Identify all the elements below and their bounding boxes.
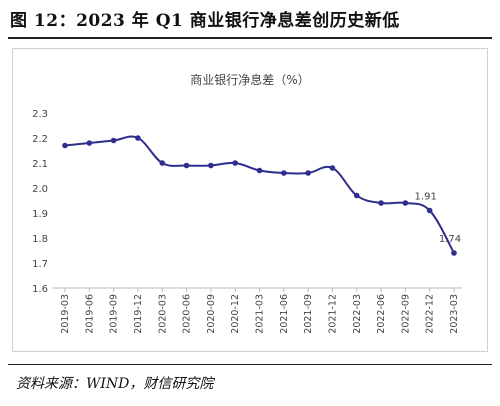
data-point	[378, 200, 384, 206]
data-point	[159, 160, 166, 166]
data-label: 1.91	[415, 192, 437, 203]
data-point	[281, 170, 287, 176]
x-tick-label: 2023-03	[449, 294, 460, 334]
y-tick-label: 2.0	[32, 184, 48, 195]
data-point	[208, 162, 214, 169]
line-chart: 商业银行净息差（%） 1.6 1.7 1.8 1.9 2.0 2.1 2.2 2.3 2019…	[32, 72, 462, 334]
figure-title: 图 12：2023 年 Q1 商业银行净息差创历史新低	[10, 11, 400, 31]
data-point	[305, 170, 311, 176]
data-point	[402, 200, 409, 206]
y-tick-label: 1.8	[32, 234, 48, 245]
x-tick-label: 2020-12	[230, 294, 241, 334]
y-tick-label: 1.7	[32, 259, 48, 270]
x-tick-label: 2022-09	[400, 294, 411, 334]
data-point	[451, 250, 457, 256]
x-tick-label: 2019-12	[133, 294, 144, 334]
y-tick-label: 2.3	[32, 109, 48, 120]
chart-title: 商业银行净息差（%）	[190, 72, 309, 87]
data-point	[329, 165, 336, 171]
data-point	[62, 142, 68, 149]
x-tick-label: 2019-06	[84, 294, 95, 334]
x-tick-label: 2020-03	[157, 294, 168, 334]
y-tick-label: 2.1	[32, 159, 48, 170]
x-tick-label: 2020-09	[206, 294, 217, 334]
data-point	[232, 160, 238, 166]
title-divider	[8, 37, 492, 39]
x-tick-label: 2022-03	[352, 294, 363, 334]
y-tick-label: 1.6	[32, 284, 48, 295]
x-tick-label: 2020-06	[182, 294, 193, 334]
data-point	[426, 207, 433, 214]
source-note: 资料来源：WIND，财信研究院	[16, 376, 214, 392]
data-point	[110, 137, 117, 144]
x-tick-label: 2021-06	[279, 294, 290, 334]
x-tick-label: 2021-03	[255, 294, 266, 334]
chart-frame: 商业银行净息差（%） 1.6 1.7 1.8 1.9 2.0 2.1 2.2 2.3 2019…	[12, 48, 488, 352]
x-tick-label: 2022-12	[425, 294, 436, 334]
y-tick-label: 2.2	[32, 134, 48, 145]
data-point	[86, 140, 93, 146]
x-tick-label: 2019-03	[60, 294, 71, 334]
y-tick-label: 1.9	[32, 209, 48, 220]
data-point	[135, 135, 141, 141]
data-label: 1.74	[439, 234, 461, 245]
x-tick-label: 2021-12	[327, 294, 338, 334]
source-divider	[8, 364, 492, 365]
data-point	[353, 192, 360, 199]
x-tick-label: 2022-06	[376, 294, 387, 334]
series-line	[64, 135, 455, 254]
data-point	[183, 162, 190, 169]
x-tick-label: 2021-09	[303, 294, 314, 334]
data-point	[256, 167, 263, 174]
x-tick-label: 2019-09	[109, 294, 120, 334]
